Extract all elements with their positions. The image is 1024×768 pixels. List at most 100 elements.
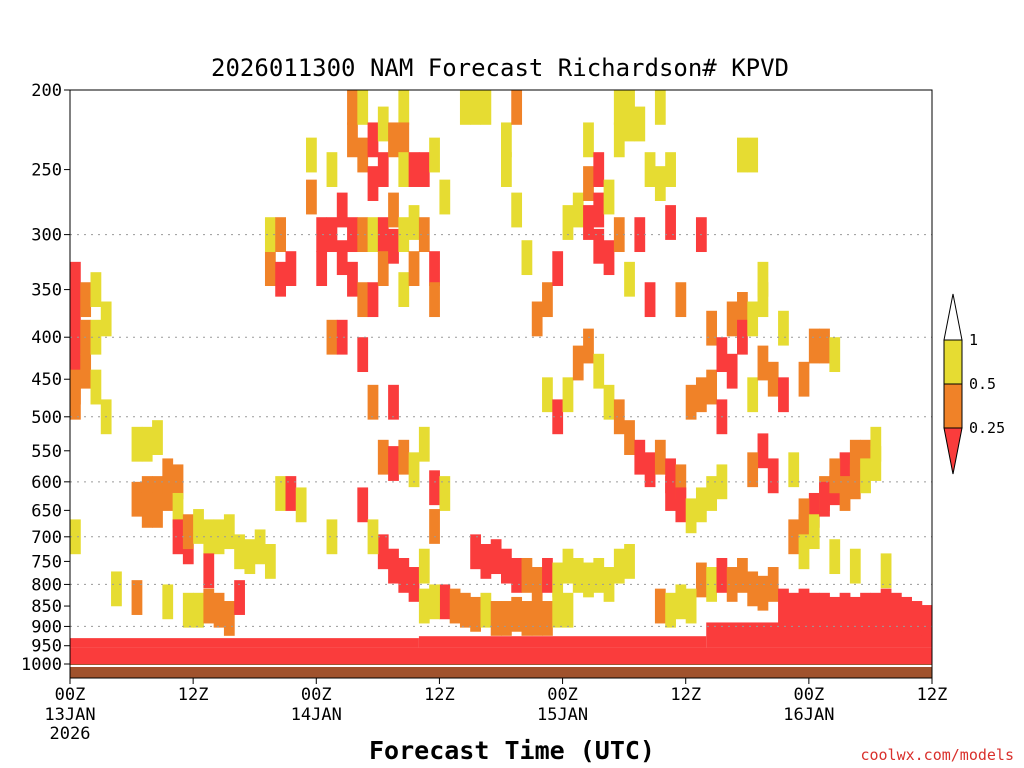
legend-swatch-025-05 xyxy=(943,383,963,429)
ri-cell-50 xyxy=(264,251,276,287)
ri-cell-196 xyxy=(808,492,820,528)
ri-cell-101 xyxy=(408,452,420,488)
ri-cell-17 xyxy=(131,426,143,462)
ri-cell-159 xyxy=(654,439,666,475)
x-tick-label-3: 12Z xyxy=(424,685,455,705)
ri-cell-185 xyxy=(757,433,769,469)
ri-cell-52 xyxy=(275,261,287,297)
ri-cell-32 xyxy=(193,509,204,544)
ri-cell-270 xyxy=(829,596,841,632)
y-tick-label-700: 700 xyxy=(31,528,62,548)
ri-cell-95 xyxy=(398,217,410,253)
ri-cell-192 xyxy=(829,337,841,373)
ri-cell-83 xyxy=(377,152,389,187)
ri-cell-35 xyxy=(223,514,235,550)
ri-cell-41 xyxy=(111,571,122,607)
ri-cell-72 xyxy=(357,90,369,125)
ri-cell-251 xyxy=(418,588,430,624)
ri-cell-117 xyxy=(521,240,533,276)
ri-cell-78 xyxy=(367,166,379,201)
ri-cell-56 xyxy=(285,476,297,511)
ri-cell-274 xyxy=(870,592,882,628)
x-tick-sublabel-6-0: 16JAN xyxy=(783,705,834,725)
ri-cell-147 xyxy=(654,90,666,125)
ri-cell-211 xyxy=(860,458,871,494)
x-tick-sublabel-0-0: 13JAN xyxy=(44,705,95,725)
ri-cell-184 xyxy=(778,377,789,413)
ri-cell-277 xyxy=(901,596,912,632)
ri-cell-264 xyxy=(767,567,779,602)
ri-cell-202 xyxy=(870,426,882,462)
ri-cell-64 xyxy=(326,319,338,355)
ri-cell-86 xyxy=(377,439,389,475)
ri-cell-241 xyxy=(470,596,481,632)
ri-cell-145 xyxy=(613,90,625,125)
y-tick-label-550: 550 xyxy=(31,442,62,462)
ri-cell-31 xyxy=(182,514,194,550)
y-tick-label-450: 450 xyxy=(31,370,62,390)
ri-cell-54 xyxy=(285,251,297,287)
ri-cell-199 xyxy=(839,452,851,488)
ri-cell-26 xyxy=(162,476,174,511)
ri-cell-152 xyxy=(583,328,594,364)
ri-cell-281 xyxy=(665,592,676,628)
ri-cell-108 xyxy=(429,470,440,506)
y-tick-label-400: 400 xyxy=(31,328,62,348)
ri-cell-129 xyxy=(593,152,605,187)
ri-cell-66 xyxy=(336,192,348,228)
y-axis: 200 250 300 350 400 450 500 550 600 650 700 750 8008… xyxy=(21,81,70,675)
ri-cell-27 xyxy=(172,464,184,500)
ri-cell-259 xyxy=(716,557,728,593)
ri-cell-200 xyxy=(849,439,861,475)
ri-cell-68 xyxy=(347,217,358,253)
ri-cell-235 xyxy=(398,557,410,593)
ri-cell-176 xyxy=(737,292,748,327)
ri-cell-191 xyxy=(819,328,830,364)
ri-cell-229 xyxy=(593,557,605,593)
ri-cell-126 xyxy=(583,205,594,240)
ri-cell-220 xyxy=(501,548,512,584)
ri-cell-70 xyxy=(347,122,358,158)
ri-cell-109 xyxy=(439,179,451,215)
legend-label-0: 1 xyxy=(969,331,978,349)
ri-cell-39 xyxy=(264,544,276,579)
x-tick-label-6: 00Z xyxy=(793,685,824,705)
ri-cell-243 xyxy=(490,601,502,636)
ri-cell-130 xyxy=(603,240,615,276)
ri-cell-216 xyxy=(880,553,892,589)
ri-cell-186 xyxy=(747,452,759,488)
y-tick-label-900: 900 xyxy=(31,617,62,637)
ri-cell-85 xyxy=(377,251,389,287)
x-tick-sublabel-4-0: 15JAN xyxy=(537,705,588,725)
ri-cell-118 xyxy=(511,90,523,125)
ri-cell-245 xyxy=(511,596,523,632)
ri-cell-82 xyxy=(377,106,389,142)
ri-cell-208 xyxy=(829,458,841,494)
ri-cell-164 xyxy=(685,498,697,534)
ri-cell-92 xyxy=(398,90,410,125)
ri-cell-87 xyxy=(388,122,399,158)
ri-cell-194 xyxy=(747,137,759,173)
ri-cell-75 xyxy=(357,282,369,318)
ri-cell-237 xyxy=(418,548,430,584)
ri-cell-122 xyxy=(562,205,574,240)
y-tick-label-500: 500 xyxy=(31,408,62,428)
ri-cell-49 xyxy=(234,580,245,615)
ri-cell-150 xyxy=(562,377,574,413)
legend-swatch-05-1 xyxy=(943,339,963,385)
ri-cell-156 xyxy=(624,420,635,455)
ri-cell-183 xyxy=(778,310,789,346)
ri-cell-63 xyxy=(326,152,338,187)
ri-cell-36 xyxy=(234,534,245,570)
ri-cell-98 xyxy=(408,152,420,187)
ri-cell-166 xyxy=(706,476,718,511)
ri-cell-209 xyxy=(839,476,851,511)
ri-cell-173 xyxy=(716,337,728,373)
ri-cell-90 xyxy=(388,384,399,420)
ri-cell-233 xyxy=(377,534,389,570)
ri-cell-91 xyxy=(388,446,399,481)
ri-cell-43 xyxy=(162,584,174,620)
ri-cell-2 xyxy=(70,301,81,337)
ri-cell-33 xyxy=(203,519,215,555)
ri-cell-7 xyxy=(70,384,81,420)
